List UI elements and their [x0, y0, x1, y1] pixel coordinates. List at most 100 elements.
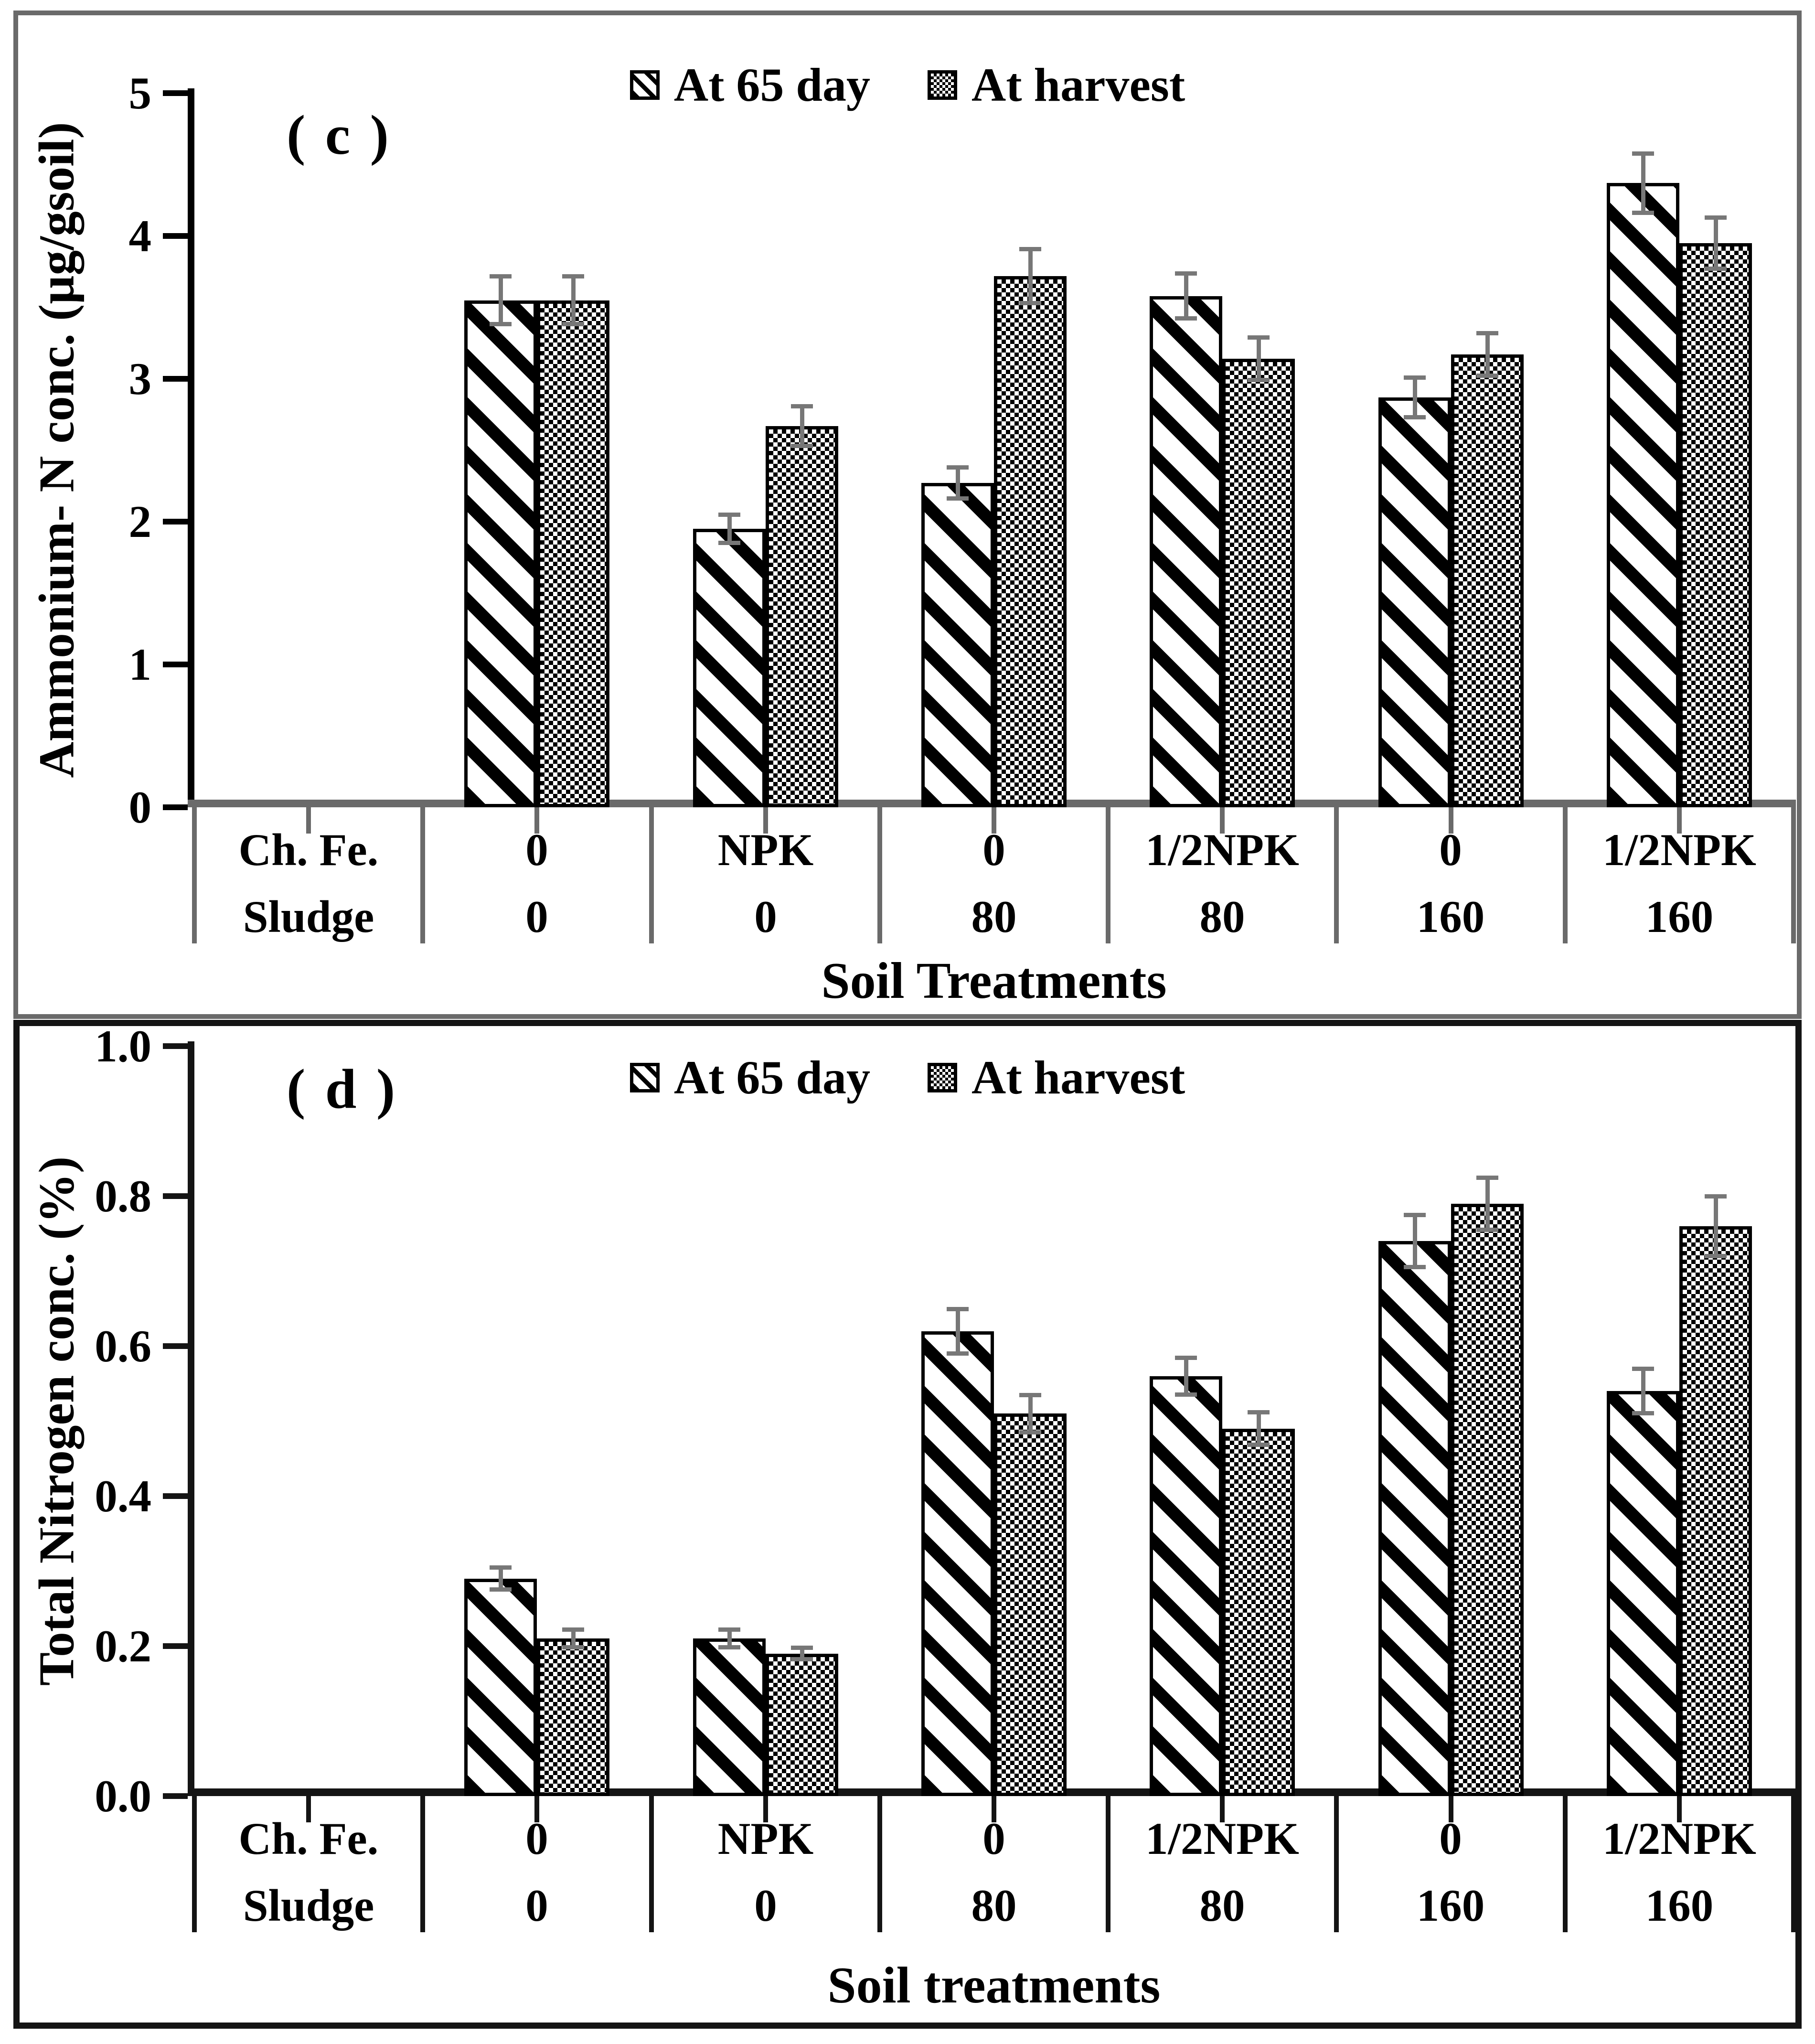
- y-axis-tick: [163, 90, 188, 96]
- bar-at-65-day: [921, 483, 994, 807]
- error-bar-cap-top: [1705, 1194, 1727, 1199]
- error-bar-line: [499, 1567, 503, 1590]
- y-tick-label: 0.4: [95, 1471, 151, 1521]
- error-bar-cap-top: [791, 404, 813, 408]
- error-bar-cap-top: [1404, 375, 1426, 380]
- bar-at-harvest: [994, 276, 1067, 807]
- legend-label: At harvest: [972, 58, 1185, 111]
- x-table-divider: [649, 807, 654, 943]
- y-tick-label: 0.6: [95, 1321, 151, 1371]
- x-table-divider: [1791, 807, 1796, 943]
- error-bar-cap-top: [1248, 335, 1270, 340]
- bar-at-65-day: [1378, 397, 1451, 807]
- error-bar-line: [571, 276, 576, 325]
- y-tick-label: 0.0: [95, 1771, 151, 1821]
- panel-c-label: ( c ): [287, 104, 392, 166]
- error-bar-line: [727, 1629, 732, 1648]
- x-table-cell-row2: 0: [525, 891, 548, 942]
- error-bar-cap-top: [562, 274, 584, 278]
- y-tick-label: 0: [128, 782, 152, 833]
- x-table-cell-row1: 0: [525, 824, 548, 875]
- x-table-divider: [1563, 807, 1568, 943]
- x-table-cell-row2: 0: [525, 1880, 548, 1931]
- bar-at-65-day: [921, 1331, 994, 1796]
- error-bar-cap-bottom: [718, 541, 740, 545]
- x-table-divider: [649, 1796, 654, 1932]
- x-axis-tick: [1677, 807, 1682, 834]
- legend-label: At 65 day: [673, 1051, 870, 1104]
- error-bar-cap-top: [1632, 1367, 1654, 1371]
- bar-at-harvest: [766, 1654, 838, 1796]
- error-bar-cap-top: [1476, 1176, 1498, 1180]
- error-bar-cap-bottom: [1404, 415, 1426, 419]
- error-bar-cap-bottom: [1248, 378, 1270, 382]
- error-bar-line: [1714, 1196, 1718, 1256]
- error-bar-cap-top: [947, 1307, 969, 1311]
- error-bar-cap-bottom: [791, 444, 813, 448]
- panel-d-label: ( d ): [287, 1058, 398, 1120]
- legend-hatch-swatch-icon: [630, 1062, 660, 1092]
- panel-c-legend: At 65 day At harvest: [0, 58, 1815, 111]
- bar-at-65-day: [1607, 1391, 1679, 1796]
- y-axis-tick: [163, 233, 188, 239]
- x-axis-tick: [1220, 1796, 1225, 1822]
- panel-d-frame: [13, 1020, 1802, 2029]
- error-bar-cap-bottom: [791, 1657, 813, 1661]
- error-bar-line: [727, 514, 732, 543]
- legend-checker-swatch-icon: [928, 70, 957, 100]
- bar-at-harvest: [537, 300, 609, 807]
- bar-at-harvest: [1451, 354, 1524, 807]
- x-table-divider: [420, 1796, 425, 1932]
- x-table-cell-row2: 0: [754, 891, 777, 942]
- x-table-cell-row1: Ch. Fe.: [238, 1813, 379, 1864]
- error-bar-cap-top: [947, 465, 969, 470]
- x-table-cell-row2: 80: [1199, 1880, 1245, 1931]
- bar-at-harvest: [766, 426, 838, 807]
- bar-at-65-day: [1150, 296, 1222, 807]
- panel-d-x-axis-title: Soil treatments: [827, 1957, 1161, 2014]
- x-axis-tick: [1677, 1796, 1682, 1822]
- error-bar-line: [1257, 337, 1261, 380]
- y-axis-tick: [163, 376, 188, 382]
- x-table-cell-row2: 160: [1416, 1880, 1485, 1931]
- x-table-cell-row1: 1/2NPK: [1145, 1813, 1299, 1864]
- x-table-cell-row2: 80: [971, 1880, 1017, 1931]
- x-table-divider: [1106, 807, 1110, 943]
- error-bar-cap-top: [791, 1646, 813, 1650]
- x-table-cell-row1: 0: [982, 824, 1005, 875]
- y-tick-label: 1: [128, 639, 152, 690]
- panel-c-frame: [13, 11, 1802, 1019]
- y-axis-tick: [163, 1793, 188, 1799]
- bar-at-65-day: [464, 1579, 537, 1796]
- x-table-divider: [1106, 1796, 1110, 1932]
- y-tick-label: 0.2: [95, 1621, 151, 1671]
- x-axis-tick: [763, 807, 768, 834]
- y-axis-tick: [163, 804, 188, 810]
- error-bar-line: [956, 1309, 960, 1354]
- error-bar-cap-bottom: [1632, 1411, 1654, 1415]
- error-bar-line: [1641, 1369, 1645, 1413]
- error-bar-cap-bottom: [1632, 211, 1654, 215]
- error-bar-line: [1641, 153, 1645, 214]
- x-table-cell-row2: 160: [1645, 891, 1714, 942]
- bar-at-harvest: [1222, 1429, 1295, 1796]
- legend-hatch-swatch-icon: [630, 70, 660, 100]
- y-tick-label: 5: [128, 68, 152, 118]
- y-tick-label: 3: [128, 353, 152, 404]
- error-bar-line: [800, 1648, 804, 1659]
- x-table-cell-row1: NPK: [717, 824, 814, 875]
- panel-d-y-axis-title: Total Nitrogen conc. (%): [28, 1156, 85, 1686]
- bar-at-65-day: [1150, 1376, 1222, 1796]
- x-table-cell-row1: 1/2NPK: [1602, 1813, 1756, 1864]
- x-axis-tick: [534, 807, 539, 834]
- y-axis-tick: [163, 1343, 188, 1349]
- x-table-divider: [877, 1796, 882, 1932]
- y-axis-tick: [163, 1643, 188, 1649]
- x-table-divider: [1791, 1796, 1796, 1932]
- x-axis-tick: [1449, 807, 1453, 834]
- error-bar-cap-top: [718, 513, 740, 517]
- error-bar-line: [1184, 1358, 1188, 1395]
- error-bar-cap-top: [1476, 331, 1498, 335]
- x-axis-tick: [306, 807, 311, 834]
- error-bar-cap-bottom: [1248, 1443, 1270, 1447]
